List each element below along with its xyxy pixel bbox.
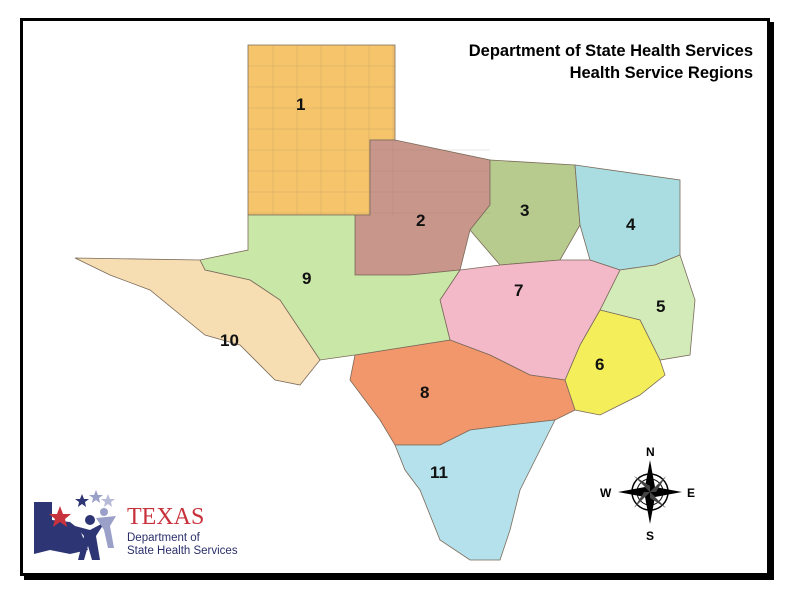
region-label-7: 7 [514,281,523,300]
region-label-9: 9 [302,269,311,288]
region-label-3: 3 [520,201,529,220]
dshs-logo: TEXAS Department of State Health Service… [30,490,250,570]
compass-w: W [600,486,612,500]
title-line-1: Department of State Health Services [468,42,753,60]
region-label-5: 5 [656,297,665,316]
compass-e: E [687,486,695,500]
map-title: Department of State Health Services Heal… [469,40,753,84]
region-label-11: 11 [430,463,448,482]
region-11[interactable] [394,419,556,561]
logo-subtitle: Department of State Health Services [127,532,238,558]
compass-rose-icon: N S E W [600,445,695,543]
compass-n: N [646,445,655,459]
region-label-4: 4 [626,215,636,234]
logo-line-2: State Health Services [127,545,238,557]
region-label-1: 1 [296,95,305,114]
logo-emblem-icon [34,490,116,560]
region-10[interactable] [74,257,321,386]
region-label-2: 2 [416,211,425,230]
region-label-10: 10 [220,331,239,350]
region-label-8: 8 [420,383,429,402]
region-label-6: 6 [595,355,604,374]
title-line-2: Health Service Regions [569,64,753,82]
logo-texas: TEXAS [127,504,205,530]
logo-line-1: Department of [127,532,200,544]
region-2[interactable] [354,139,491,276]
compass-s: S [646,529,654,543]
